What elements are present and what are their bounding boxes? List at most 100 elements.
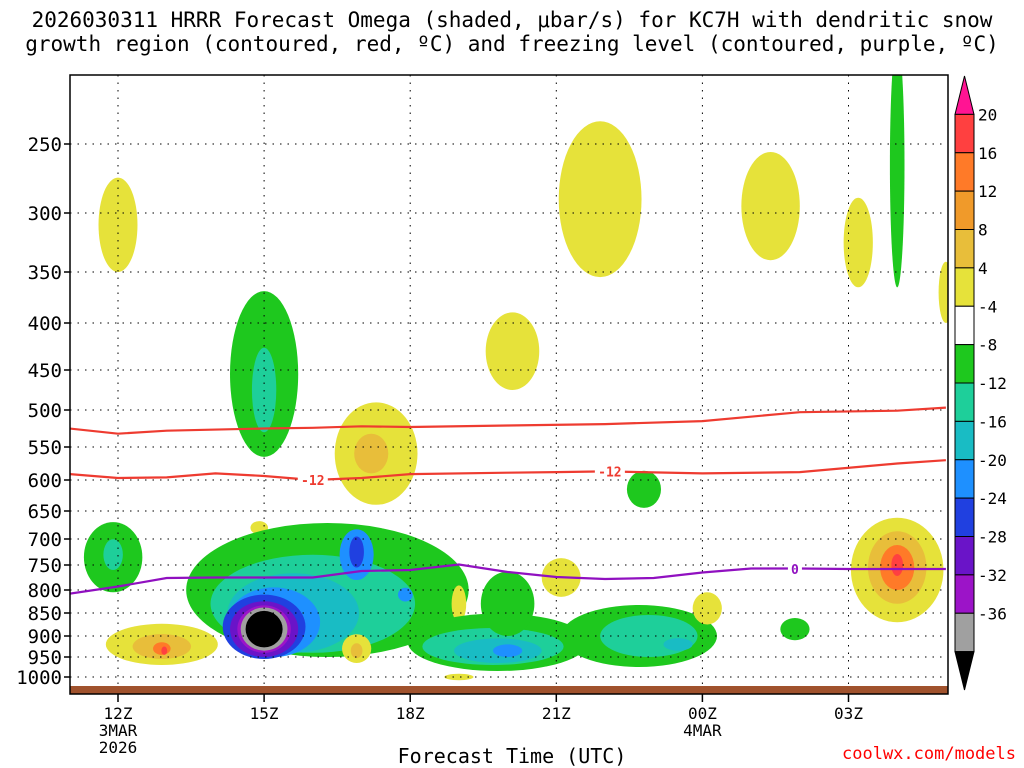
contour-label-2: 0 (791, 563, 799, 578)
y-tick-label-400: 400 (28, 313, 62, 335)
x-tick-sublabel-00Z-1: 4MAR (683, 721, 722, 740)
colorbar-label--32: -32 (978, 566, 1007, 585)
y-tick-label-700: 700 (28, 529, 62, 551)
contour-label-0: -12 (301, 474, 324, 489)
colorbar-label--4: -4 (978, 297, 997, 316)
pressure-axis: 2503003504004505005506006507007508008509… (16, 134, 70, 689)
omega-yellow-27z-top (843, 197, 873, 288)
x-tick-label-12Z: 12Z (104, 704, 133, 723)
x-tick-sublabel-12Z-1: 3MAR (99, 721, 138, 740)
omega-19z-yellow-bottom (444, 673, 474, 681)
plot-frame (69, 74, 949, 695)
chart-title-line-1: 2026030311 HRRR Forecast Omega (shaded, … (31, 8, 993, 32)
y-tick-label-850: 850 (28, 603, 62, 625)
colorbar-swatch-1 (954, 113, 975, 154)
colorbar-swatch-4 (954, 229, 975, 269)
colorbar-label--20: -20 (978, 451, 1007, 470)
y-tick-label-250: 250 (28, 134, 62, 156)
colorbar-label-12: 12 (978, 182, 997, 201)
contour-label-1: -12 (598, 465, 621, 480)
y-tick-label-350: 350 (28, 262, 62, 284)
y-tick-label-900: 900 (28, 626, 62, 648)
y-tick-label-1000: 1000 (16, 667, 62, 689)
colorbar: 20 16 12 8 4 -4 -8 -12 -16 -20 -24 -28 -32 -36 (954, 75, 1007, 691)
omega-green-28z-spike (889, 75, 905, 288)
y-tick-label-600: 600 (28, 470, 62, 492)
colorbar-swatch-6 (954, 305, 975, 346)
x-tick-sublabel-12Z-2: 2026 (99, 738, 138, 757)
omega-20z-green-tower (480, 571, 535, 636)
colorbar-swatch-2 (954, 152, 975, 192)
omega-19z-yellow-spike (451, 585, 467, 623)
y-tick-label-800: 800 (28, 580, 62, 602)
omega-yellow-29z-edge (938, 261, 948, 323)
colorbar-swatch-8 (954, 382, 975, 422)
colorbar-label--12: -12 (978, 374, 1007, 393)
colorbar-swatch-14 (954, 612, 975, 653)
y-tick-label-450: 450 (28, 360, 62, 382)
contour-label-bg-0 (297, 472, 328, 487)
colorbar-swatch-13 (954, 574, 975, 614)
omega-shading-layer (83, 75, 948, 681)
omega-upward-12z-yellow (98, 177, 138, 272)
omega-yellow-22z-top (558, 121, 642, 278)
colorbar-swatch-12 (954, 536, 975, 576)
omega-green-23z-small (626, 470, 662, 508)
colorbar-swatch-0 (954, 75, 975, 115)
y-tick-label-500: 500 (28, 400, 62, 422)
omega-18z-blue-small (398, 587, 413, 602)
omega-orange-18z-upper (354, 433, 389, 474)
colorbar-label--16: -16 (978, 412, 1007, 431)
omega-24z-yellow-low (692, 592, 722, 625)
omega-17z-orange-low (350, 643, 363, 659)
contour-label-layer: -12 -12 0 (297, 463, 802, 578)
site-credit: coolwx.com/models (842, 744, 1016, 764)
x-tick-label-18Z: 18Z (396, 704, 425, 723)
colorbar-label-4: 4 (978, 259, 988, 278)
colorbar-label--36: -36 (978, 604, 1007, 623)
omega-red-13z-low (161, 646, 168, 655)
omega-core-black (245, 610, 283, 648)
omega-28z-red-low (891, 554, 904, 576)
colorbar-swatch-3 (954, 190, 975, 230)
colorbar-label-20: 20 (978, 105, 997, 124)
omega-teal-12z-low (103, 539, 123, 570)
x-axis-title: Forecast Time (UTC) (397, 744, 627, 768)
dgz-warm-edge-contour (70, 406, 946, 435)
colorbar-swatch-5 (954, 267, 975, 307)
contour-label-bg-2 (787, 561, 802, 576)
contour-label-bg-1 (594, 463, 625, 479)
colorbar-label--8: -8 (978, 336, 997, 355)
omega-17z-darkblue-lobe (349, 536, 364, 568)
omega-yellow-20z-mid (485, 312, 540, 391)
x-tick-label-21Z: 21Z (542, 704, 571, 723)
dgz-cold-edge-contour (70, 459, 946, 482)
x-tick-label-15Z: 15Z (250, 704, 279, 723)
colorbar-label-8: 8 (978, 221, 988, 240)
omega-26z-green-low (780, 618, 810, 641)
freezing-level-contour (70, 563, 946, 595)
ground-strip (70, 686, 948, 694)
y-tick-label-950: 950 (28, 647, 62, 669)
x-tick-label-03Z: 03Z (834, 704, 863, 723)
colorbar-swatch-9 (954, 420, 975, 461)
y-tick-label-300: 300 (28, 203, 62, 225)
colorbar-swatch-7 (954, 344, 975, 384)
y-tick-label-750: 750 (28, 555, 62, 577)
colorbar-swatch-15 (954, 651, 975, 691)
y-tick-label-550: 550 (28, 437, 62, 459)
omega-low-band-blue (492, 644, 523, 657)
omega-23z-cyan-low (663, 638, 693, 651)
x-tick-label-00Z: 00Z (688, 704, 717, 723)
y-tick-label-650: 650 (28, 501, 62, 523)
colorbar-label--24: -24 (978, 489, 1007, 508)
colorbar-label-16: 16 (978, 144, 997, 163)
colorbar-swatch-11 (954, 497, 975, 537)
contour-layer (70, 406, 946, 595)
colorbar-swatch-10 (954, 459, 975, 499)
chart-title-line-2: growth region (contoured, red, ºC) and f… (25, 32, 999, 56)
colorbar-label--28: -28 (978, 528, 1007, 547)
omega-yellow-25z-top (741, 152, 800, 261)
